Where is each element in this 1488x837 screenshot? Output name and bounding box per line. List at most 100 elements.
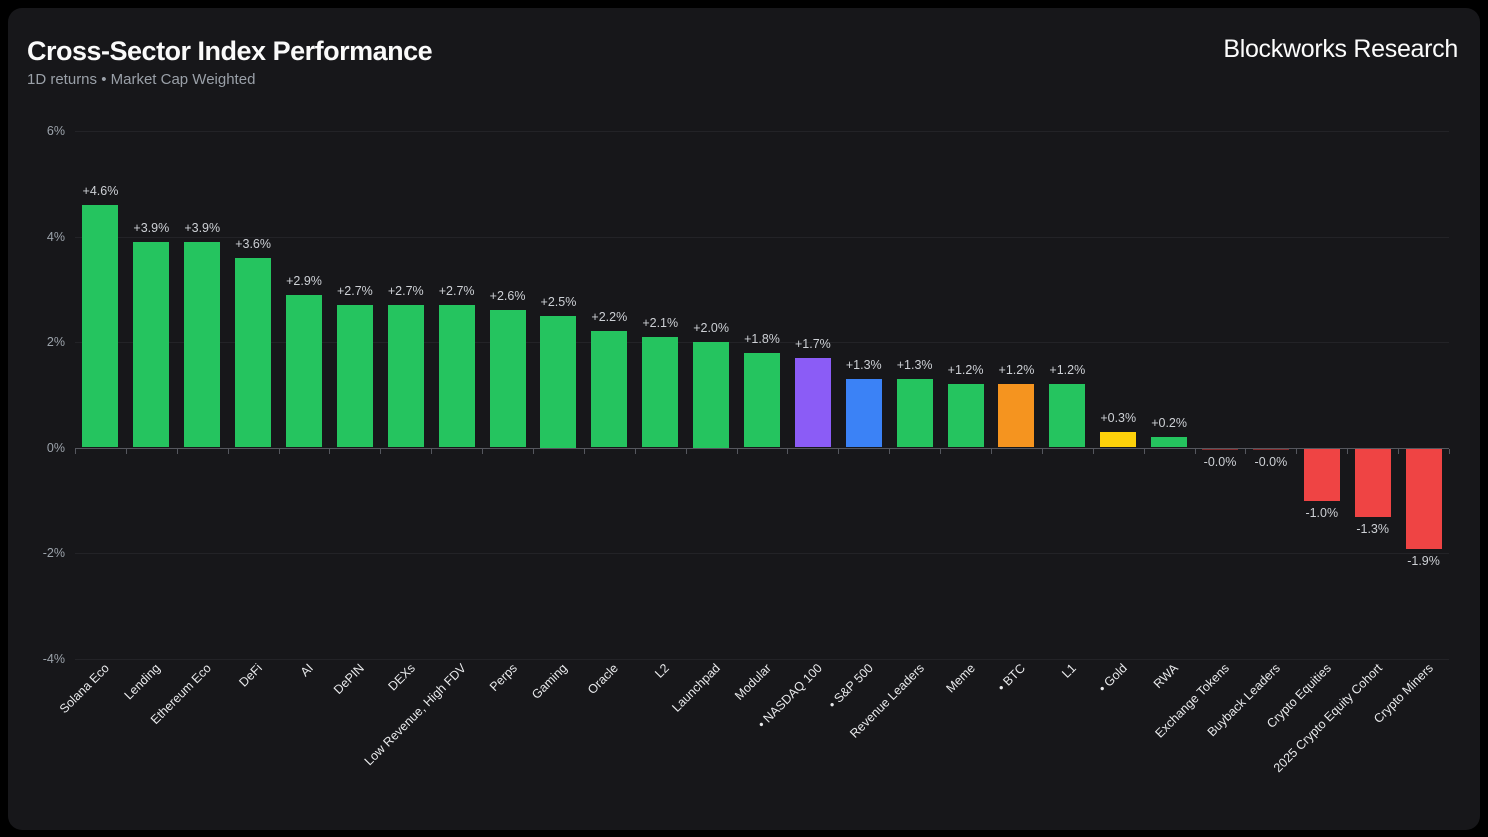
chart-header: Cross-Sector Index Performance 1D return… xyxy=(27,36,433,89)
axis-tick xyxy=(176,448,178,454)
bar xyxy=(133,241,170,448)
axis-tick xyxy=(838,448,840,454)
x-axis-category-label: RWA xyxy=(1151,661,1182,692)
bar-value-label: +0.2% xyxy=(1151,415,1188,430)
axis-tick xyxy=(1245,448,1247,454)
axis-tick xyxy=(685,448,687,454)
bar-value-label: +2.1% xyxy=(642,315,679,330)
bar xyxy=(1202,448,1238,450)
x-axis-category-label: Meme xyxy=(943,661,978,696)
y-axis-tick-label: 0% xyxy=(46,440,65,455)
x-axis-category-label: 2025 Crypto Equity Cohort xyxy=(1270,661,1385,776)
bar-value-label: +2.5% xyxy=(540,294,577,309)
axis-tick xyxy=(431,448,433,454)
x-axis-line xyxy=(75,447,1449,449)
bar xyxy=(1100,431,1137,448)
x-axis-category-label: Gaming xyxy=(529,661,571,702)
axis-tick xyxy=(736,448,738,454)
gridline xyxy=(75,658,1449,660)
axis-tick xyxy=(227,448,229,454)
bar-value-label: +1.7% xyxy=(794,336,831,351)
x-axis-category-label: • Gold xyxy=(1096,661,1131,696)
x-axis-category-label: • S&P 500 xyxy=(825,661,876,712)
bar xyxy=(642,336,679,448)
bar xyxy=(1354,448,1391,518)
bar-value-label: +3.6% xyxy=(235,236,272,251)
bar xyxy=(235,257,272,448)
bar-value-label: +1.3% xyxy=(896,357,933,372)
bar xyxy=(387,305,424,448)
bar-value-label: -1.9% xyxy=(1407,553,1440,568)
axis-tick xyxy=(125,448,127,454)
bar xyxy=(744,352,780,448)
x-axis-category-label: Solana Eco xyxy=(57,661,113,717)
gridline xyxy=(75,553,1449,554)
bar-value-label: +1.2% xyxy=(1049,363,1086,378)
x-axis-category-label: • BTC xyxy=(995,661,1029,695)
bar-value-label: +3.9% xyxy=(184,220,221,235)
bar-value-label: +1.2% xyxy=(998,363,1035,378)
bar-value-label: +2.7% xyxy=(438,284,475,299)
x-axis-category-label: DEXs xyxy=(385,661,418,694)
axis-tick xyxy=(787,448,789,454)
axis-tick xyxy=(329,448,331,454)
axis-tick xyxy=(1449,448,1450,454)
chart: 6% 4% 2% 0% -2% -4% +4.6% Solana Eco +3.9% Lendin… xyxy=(8,8,1480,830)
bar xyxy=(540,315,577,448)
bar xyxy=(947,384,984,448)
axis-tick xyxy=(1194,448,1196,454)
chart-card: Cross-Sector Index Performance 1D return… xyxy=(8,8,1480,830)
page-subtitle: 1D returns • Market Cap Weighted xyxy=(27,71,256,89)
y-axis-tick-label: -2% xyxy=(42,546,65,560)
bar-value-label: -0.0% xyxy=(1254,454,1288,469)
x-axis-category-label: Launchpad xyxy=(669,661,724,715)
bar-value-label: +2.6% xyxy=(489,289,526,304)
bar-value-label: +2.9% xyxy=(286,273,322,288)
gridline xyxy=(75,236,1449,238)
bar xyxy=(82,204,119,448)
axis-tick xyxy=(1296,448,1298,454)
bar-value-label: +3.9% xyxy=(133,220,170,235)
bar xyxy=(1049,384,1086,448)
bar-value-label: +0.3% xyxy=(1100,410,1137,425)
bar xyxy=(184,241,221,448)
bar xyxy=(1151,436,1188,448)
bar-value-label: +1.2% xyxy=(947,363,984,378)
bar xyxy=(1303,448,1340,502)
axis-tick xyxy=(1347,448,1349,454)
bar xyxy=(794,357,831,448)
page-title: Cross-Sector Index Performance xyxy=(27,36,433,66)
axis-tick xyxy=(1092,448,1094,454)
bar xyxy=(998,384,1035,448)
bar-value-label: -0.0% xyxy=(1203,454,1237,469)
axis-tick xyxy=(634,448,636,454)
bar xyxy=(896,378,933,448)
bar xyxy=(1252,448,1289,450)
x-axis-category-label: Perps xyxy=(486,661,520,695)
bar-value-label: +2.2% xyxy=(591,310,628,325)
x-axis-category-label: Low Revenue, High FDV xyxy=(361,661,469,769)
bar-value-label: +1.3% xyxy=(845,357,882,372)
axis-tick xyxy=(533,448,534,454)
axis-tick xyxy=(75,448,76,454)
x-axis-category-label: Lending xyxy=(121,661,164,703)
y-axis-tick-label: -4% xyxy=(42,651,65,666)
axis-tick xyxy=(583,448,585,454)
x-axis-category-label: AI xyxy=(297,661,316,680)
bar-value-label: -1.0% xyxy=(1305,506,1339,521)
bar-value-label: +2.7% xyxy=(336,284,373,299)
bar xyxy=(336,305,373,448)
bar-value-label: -1.3% xyxy=(1356,522,1389,537)
bar-value-label: +1.8% xyxy=(744,331,780,346)
bar xyxy=(693,342,730,448)
x-axis-category-label: DeFi xyxy=(236,661,266,690)
axis-tick xyxy=(1398,448,1400,454)
bar xyxy=(438,305,475,448)
gridline xyxy=(75,342,1449,343)
y-axis-tick-label: 2% xyxy=(46,335,65,349)
y-axis-tick-label: 4% xyxy=(46,229,65,244)
bar xyxy=(286,294,322,448)
axis-tick xyxy=(940,448,942,454)
x-axis-category-label: Oracle xyxy=(585,661,622,697)
bar xyxy=(1405,448,1442,549)
